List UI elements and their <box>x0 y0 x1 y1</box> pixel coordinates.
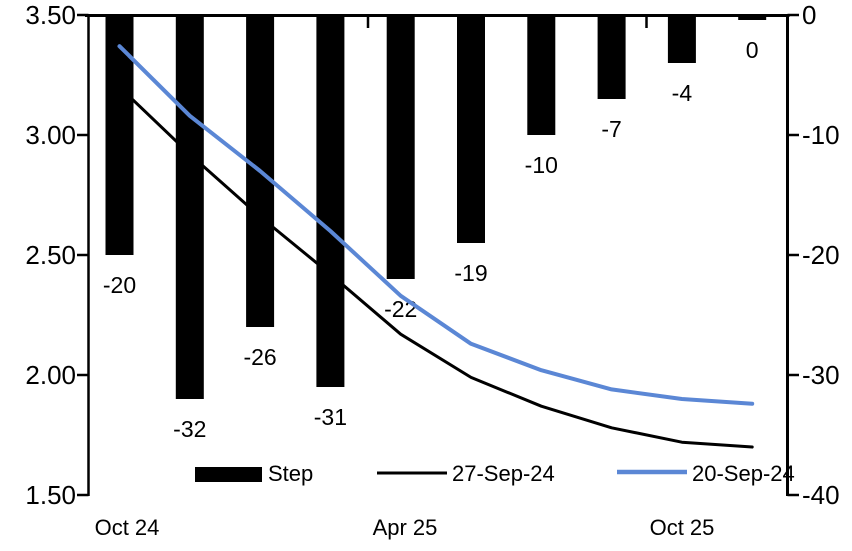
left-axis-tick-label: 3.00 <box>25 120 76 150</box>
step-bar <box>175 15 204 399</box>
step-bar <box>457 15 485 243</box>
step-bar <box>597 15 626 99</box>
bar-value-label: -31 <box>314 404 347 430</box>
left-axis-tick-label: 2.00 <box>25 360 76 390</box>
step-bar <box>738 15 767 20</box>
step-bar <box>527 15 556 135</box>
legend-step-label: Step <box>268 461 313 486</box>
left-axis-tick-label: 1.50 <box>25 480 76 510</box>
legend-20-sep-24-label: 20-Sep-24 <box>692 461 795 486</box>
bar-value-label: -22 <box>384 296 417 322</box>
bar-value-label: -26 <box>243 344 276 370</box>
bar-value-label: -4 <box>672 80 693 106</box>
bar-value-label: -7 <box>601 116 621 142</box>
line-27-sep-24 <box>118 85 754 449</box>
step-bar <box>105 15 134 255</box>
legend-step-swatch <box>195 467 262 482</box>
line-20-sep-24 <box>117 44 755 406</box>
step-bar <box>386 15 415 279</box>
step-bar <box>667 15 696 63</box>
right-axis-tick-label: -20 <box>802 240 840 270</box>
right-axis-tick-label: -40 <box>802 480 840 510</box>
x-axis-label: Oct 24 <box>95 515 160 540</box>
x-axis-label: Oct 25 <box>650 515 715 540</box>
left-axis-tick-label: 3.50 <box>25 0 76 30</box>
x-axis-label: Apr 25 <box>373 515 438 540</box>
bar-value-label: -20 <box>103 272 136 298</box>
legend-27-sep-24-label: 27-Sep-24 <box>452 461 555 486</box>
bar-value-label: 0 <box>746 37 759 63</box>
bar-value-label: -32 <box>173 416 206 442</box>
bar-value-label: -10 <box>525 152 558 178</box>
right-axis-tick-label: -10 <box>802 120 840 150</box>
bar-value-label: -19 <box>454 260 487 286</box>
right-axis-tick-label: -30 <box>802 360 840 390</box>
right-axis-tick-label: 0 <box>802 0 816 30</box>
left-axis-tick-label: 2.50 <box>25 240 76 270</box>
step-bar <box>316 15 345 387</box>
